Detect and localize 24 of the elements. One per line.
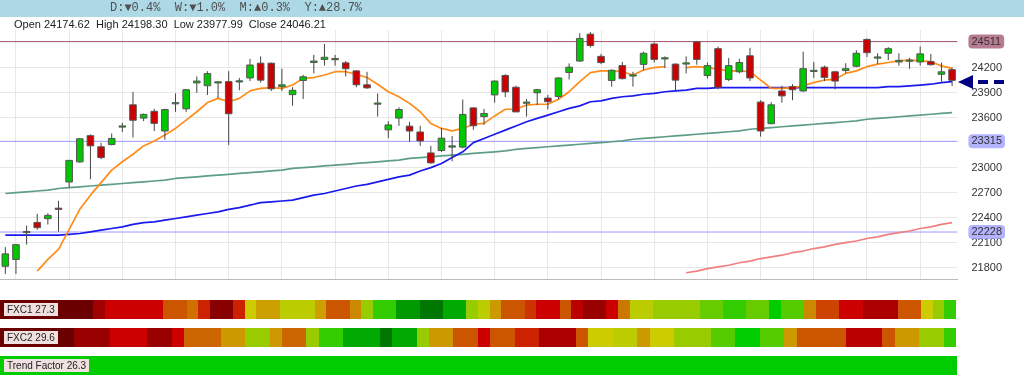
text: FXC1 27.3 [4, 303, 58, 316]
y-tick-label: 22700 [971, 185, 1003, 198]
candlestick [129, 91, 137, 139]
y-tick-label: 23900 [971, 85, 1003, 98]
y-tick-label: 23000 [971, 160, 1003, 173]
y-tick-label: 21800 [971, 260, 1003, 273]
candlestick [629, 71, 637, 88]
candlestick [948, 67, 956, 87]
y-tick-label: 24200 [971, 60, 1003, 73]
chart-subtitle: Open 24174.62 High 24198.30 Low 23977.99 Close 24046.21 [14, 18, 326, 30]
y-tick-label: 23600 [971, 110, 1003, 123]
y-tick-label: 22400 [971, 210, 1003, 223]
candlestick [299, 74, 307, 100]
text: FXC2 29.6 [4, 331, 58, 344]
text: Trend Factor 26.3 [4, 359, 90, 372]
candlestick [12, 243, 20, 275]
y-tick-label: 22100 [971, 235, 1003, 248]
ref-line-label: 22228 [971, 225, 1003, 238]
ref-line-label: 23315 [971, 134, 1003, 147]
candlestick [448, 135, 456, 162]
candlestick [395, 106, 403, 127]
candlestick [682, 55, 690, 74]
ref-line-label: 24511 [971, 34, 1002, 47]
chart-title: D:▼0.4% W:▼1.0% M:▲0.3% Y:▲28.7% [0, 0, 1024, 17]
